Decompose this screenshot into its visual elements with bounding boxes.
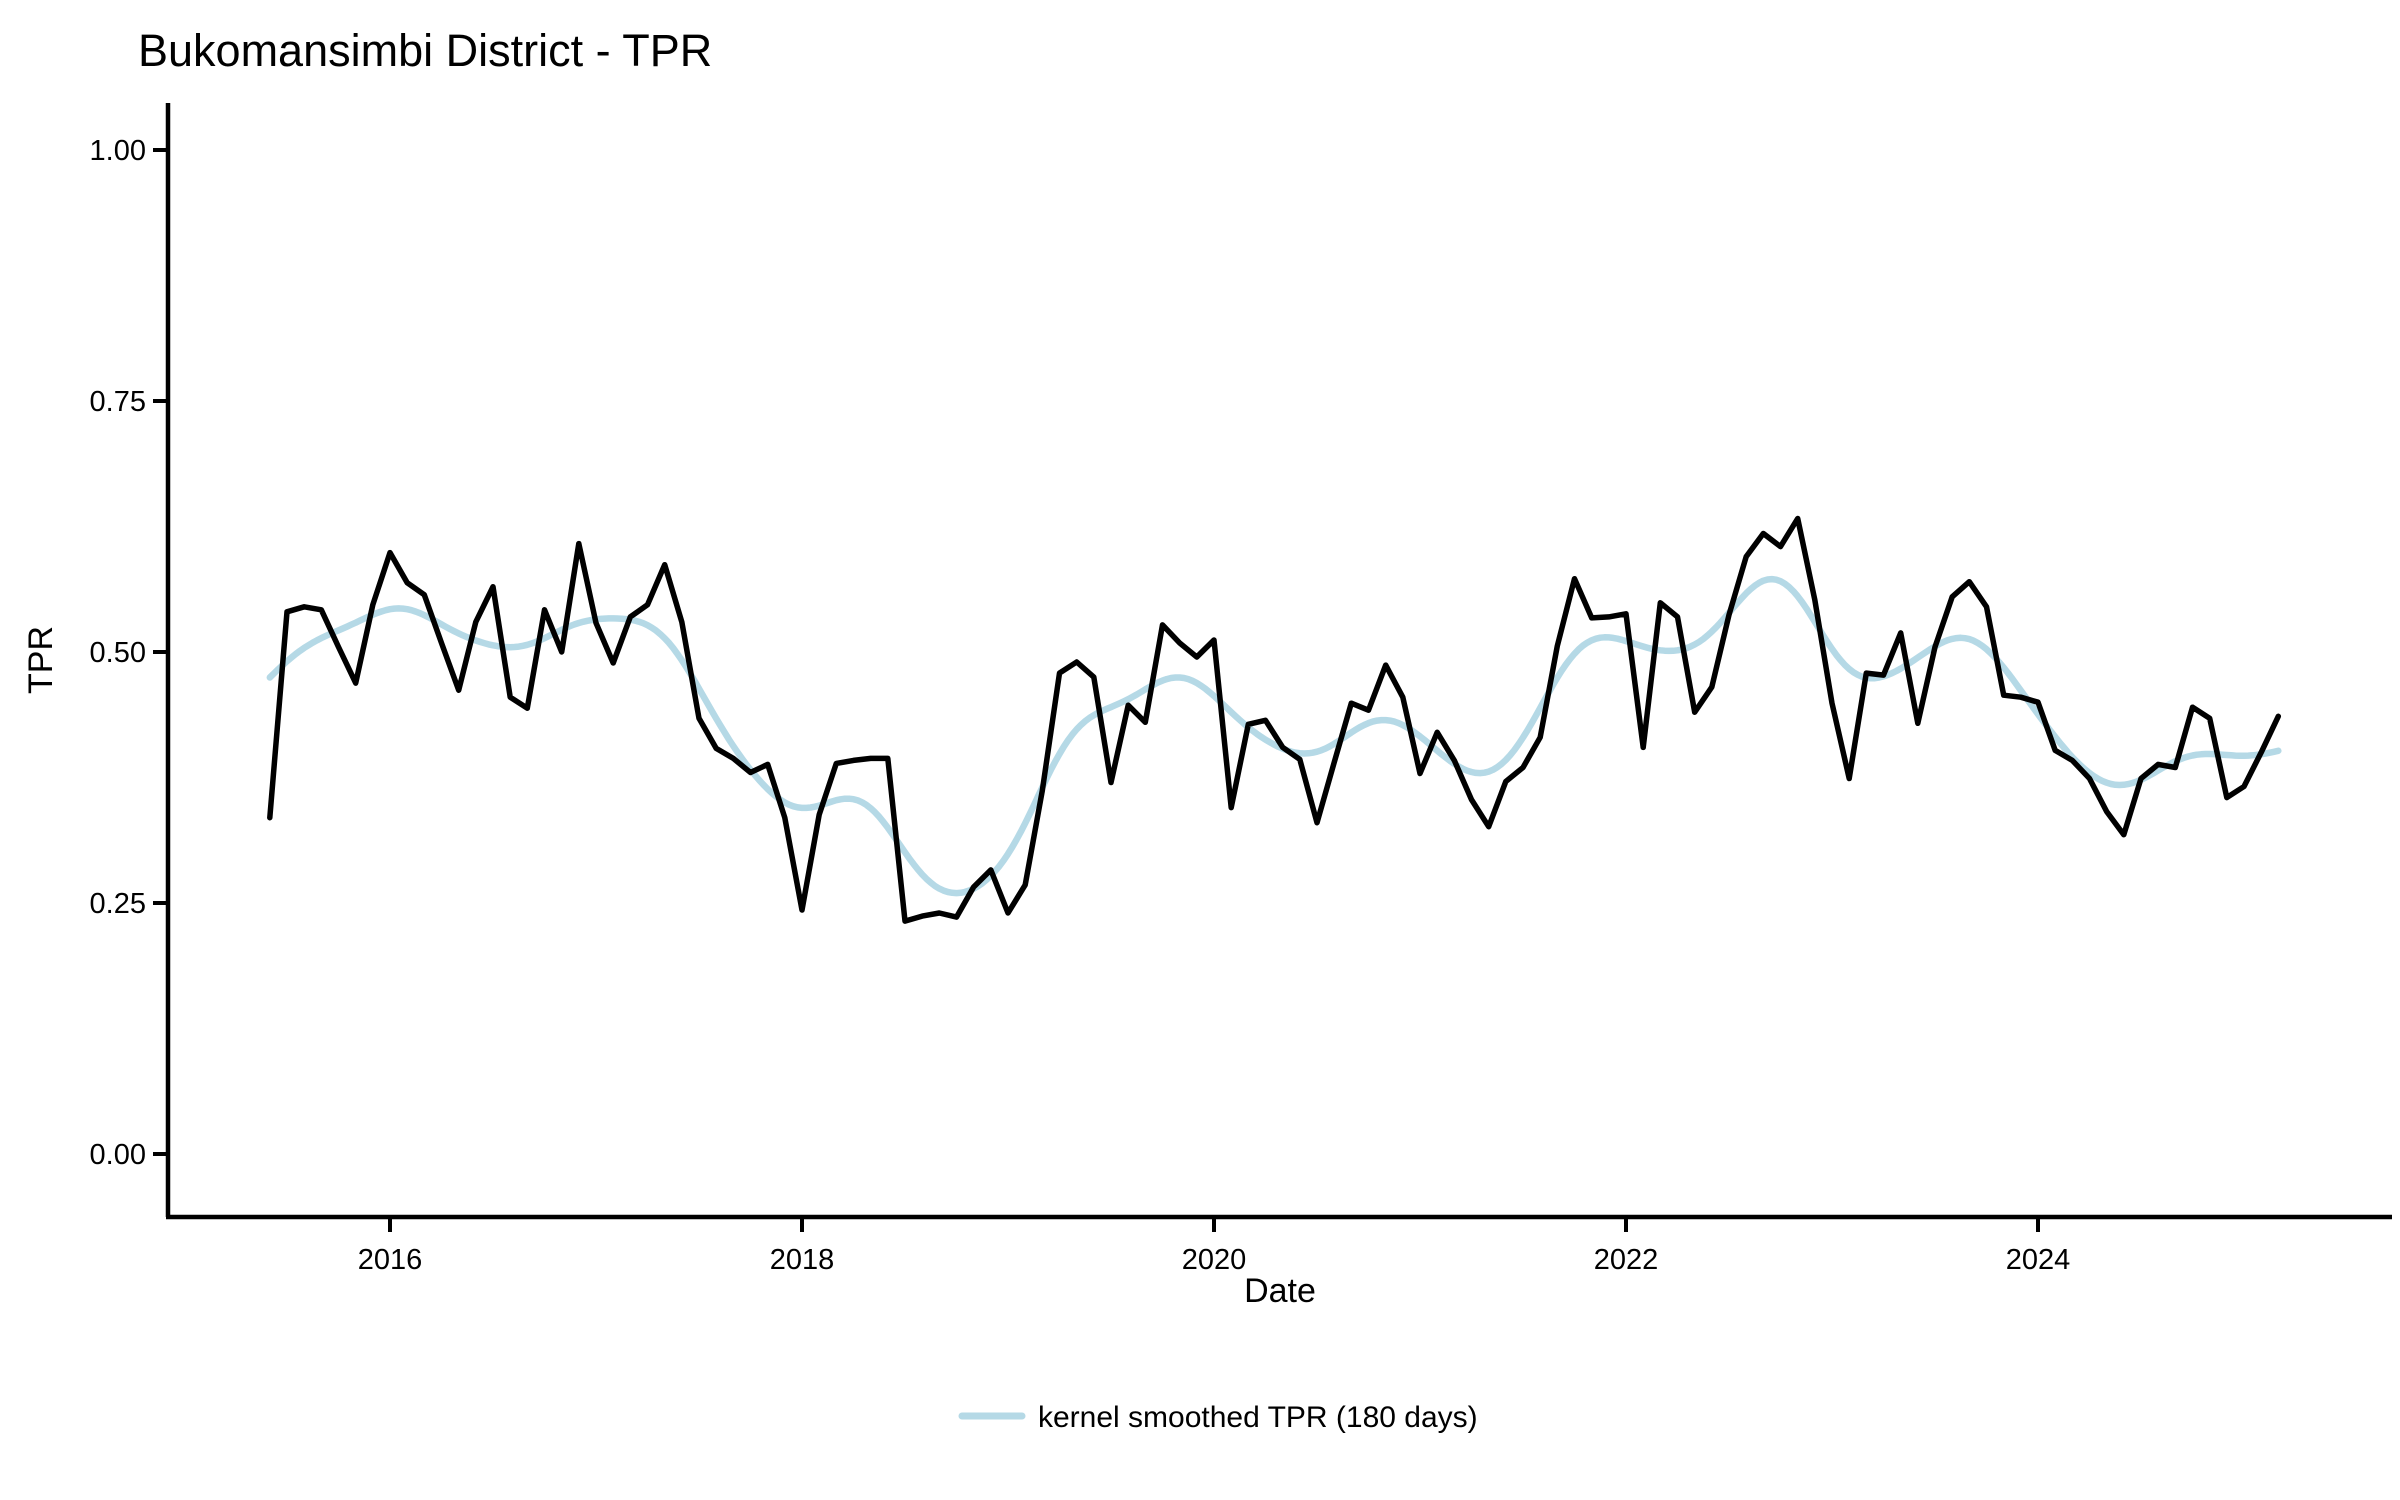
smoothed-line [266,575,2282,897]
y-axis-title: TPR [22,626,60,694]
chart-title: Bukomansimbi District - TPR [138,25,712,76]
y-tick-label: 0.75 [90,386,146,418]
smoothed-line-path [266,575,2282,897]
y-tick-label: 0.25 [90,888,146,920]
y-tick-label: 0.00 [90,1139,146,1171]
x-axis-title: Date [1244,1272,1316,1310]
y-tick-label: 1.00 [90,135,146,167]
tpr-line-path [267,515,2282,924]
legend: kernel smoothed TPR (180 days) [958,1401,1478,1434]
x-tick-label: 2024 [2006,1244,2071,1276]
axes [165,103,2392,1220]
tpr-line [267,515,2282,924]
x-tick-label: 2016 [358,1244,423,1276]
legend-label: kernel smoothed TPR (180 days) [1038,1401,1478,1434]
x-tick-label: 2022 [1594,1244,1659,1276]
x-tick-label: 2020 [1182,1244,1247,1276]
y-tick-label: 0.50 [90,637,146,669]
x-axis-ticks: 2016 2018 2020 2022 2024 [358,1217,2071,1276]
y-axis-ticks: 0.00 0.25 0.50 0.75 1.00 [90,135,168,1171]
x-tick-label: 2018 [770,1244,835,1276]
